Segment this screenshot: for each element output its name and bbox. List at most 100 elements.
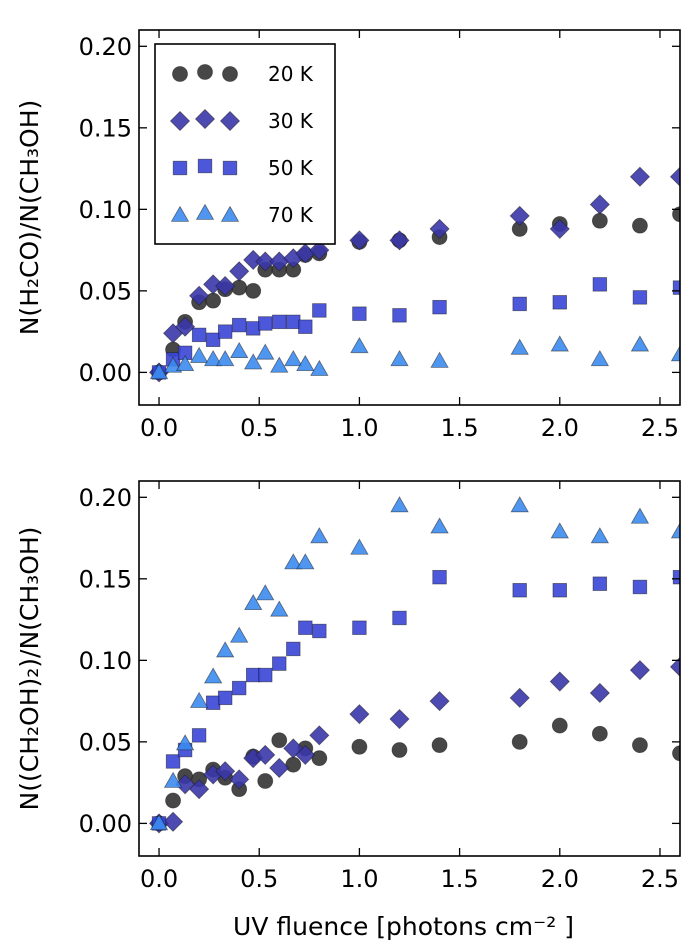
legend-label-30-k: 30 K bbox=[268, 109, 314, 133]
top-point-30-k-17 bbox=[549, 218, 570, 239]
top-point-70-k-5 bbox=[215, 350, 235, 367]
bottom-point-30-k-14 bbox=[389, 708, 410, 730]
bottom-x-tick-label-5: 2.5 bbox=[641, 865, 679, 893]
bottom-point-70-k-9 bbox=[270, 600, 289, 617]
bottom-point-30-k-19 bbox=[629, 660, 650, 681]
bottom-point-30-k-16 bbox=[509, 687, 530, 708]
bottom-point-50-k-16 bbox=[512, 583, 527, 598]
bottom-point-50-k-4 bbox=[205, 695, 221, 710]
top-series-70-k bbox=[149, 335, 680, 380]
legend-entry-50-k: 50 K bbox=[172, 156, 314, 180]
bottom-point-50-k-1 bbox=[165, 754, 181, 769]
top-point-50-k-15 bbox=[432, 299, 447, 315]
top-point-20-k-6 bbox=[231, 279, 248, 296]
top-point-30-k-19 bbox=[629, 166, 650, 187]
top-point-50-k-19 bbox=[632, 290, 648, 305]
top-series-50-k bbox=[151, 277, 680, 380]
top-point-50-k-9 bbox=[272, 314, 287, 330]
legend-entry-30-k: 30 K bbox=[169, 108, 314, 133]
top-point-70-k-19 bbox=[630, 335, 650, 352]
bottom-point-30-k-12 bbox=[309, 725, 330, 746]
bottom-y-tick-label-0: 0.00 bbox=[79, 810, 132, 838]
bottom-point-50-k-18 bbox=[592, 576, 608, 591]
top-x-tick-label-1: 0.5 bbox=[240, 414, 278, 442]
bottom-point-30-k-11 bbox=[295, 744, 316, 765]
bottom-y-tick-label-3: 0.15 bbox=[79, 565, 132, 593]
bottom-point-20-k-15 bbox=[431, 737, 448, 754]
legend-marker-20-k-2 bbox=[222, 66, 238, 82]
bottom-point-70-k-2 bbox=[175, 734, 195, 751]
top-point-50-k-17 bbox=[552, 295, 567, 310]
top-y-tick-label-2: 0.10 bbox=[79, 196, 132, 224]
top-point-70-k-16 bbox=[510, 338, 529, 355]
bottom-point-20-k-16 bbox=[511, 733, 528, 750]
legend-marker-70-k-2 bbox=[220, 205, 240, 222]
top-point-20-k-18 bbox=[591, 212, 608, 229]
top-point-30-k-18 bbox=[589, 194, 610, 215]
top-point-30-k-8 bbox=[255, 251, 276, 272]
bottom-point-30-k-20 bbox=[669, 656, 680, 677]
top-point-50-k-11 bbox=[298, 319, 313, 334]
bottom-point-50-k-20 bbox=[672, 569, 680, 585]
top-x-tick-label-5: 2.5 bbox=[641, 414, 679, 442]
top-point-50-k-10 bbox=[286, 314, 301, 330]
bottom-plot-frame bbox=[138, 480, 681, 857]
top-point-50-k-4 bbox=[205, 332, 221, 347]
legend-marker-50-k-1 bbox=[197, 158, 213, 174]
bottom-point-70-k-6 bbox=[229, 626, 249, 643]
bottom-point-20-k-12 bbox=[311, 750, 328, 767]
bottom-point-50-k-5 bbox=[217, 690, 233, 706]
bottom-y-tick-label-4: 0.20 bbox=[79, 484, 132, 512]
bottom-point-70-k-20 bbox=[670, 522, 680, 539]
top-x-tick-label-3: 1.5 bbox=[441, 414, 479, 442]
bottom-x-tick-label-0: 0.0 bbox=[140, 865, 178, 893]
top-x-tick-label-2: 1.0 bbox=[340, 414, 378, 442]
top-point-70-k-2 bbox=[175, 354, 195, 372]
top-point-50-k-13 bbox=[352, 306, 367, 321]
top-point-70-k-10 bbox=[284, 350, 303, 367]
bottom-point-70-k-11 bbox=[296, 553, 315, 570]
bottom-ticks: 0.0 0.5 1.0 1.5 2.0 2.5 0.00 0.05 0.10 0.15 0.20 bbox=[79, 481, 680, 893]
bottom-point-30-k-15 bbox=[429, 691, 450, 712]
top-series-30-k bbox=[148, 166, 680, 383]
bottom-point-30-k-8 bbox=[255, 744, 276, 765]
top-point-50-k-12 bbox=[312, 303, 327, 318]
top-point-20-k-7 bbox=[245, 282, 262, 299]
bottom-point-20-k-19 bbox=[632, 737, 648, 754]
top-point-70-k-15 bbox=[430, 351, 449, 368]
bottom-x-tick-label-4: 2.0 bbox=[541, 865, 579, 893]
bottom-x-axis-label: UV fluence [photons cm⁻² ] bbox=[233, 912, 574, 941]
bottom-point-20-k-14 bbox=[391, 742, 408, 758]
top-y-tick-label-4: 0.20 bbox=[79, 33, 132, 61]
legend-label-50-k: 50 K bbox=[268, 156, 314, 180]
top-point-50-k-3 bbox=[191, 327, 207, 343]
top-point-50-k-16 bbox=[512, 296, 527, 312]
bottom-point-20-k-9 bbox=[271, 732, 288, 749]
top-point-20-k-19 bbox=[632, 217, 648, 234]
top-y-tick-label-3: 0.15 bbox=[79, 114, 132, 142]
legend-label-70-k: 70 K bbox=[268, 203, 314, 227]
bottom-point-70-k-12 bbox=[310, 527, 329, 544]
bottom-point-50-k-13 bbox=[352, 620, 367, 635]
top-point-70-k-11 bbox=[296, 354, 315, 372]
bottom-point-70-k-10 bbox=[284, 553, 303, 570]
bottom-point-20-k-10 bbox=[285, 756, 302, 773]
top-point-30-k-3 bbox=[189, 285, 210, 306]
top-point-50-k-14 bbox=[392, 308, 407, 323]
bottom-point-20-k-8 bbox=[257, 773, 274, 789]
top-point-50-k-18 bbox=[592, 277, 608, 292]
top-y-axis-label: N(H₂CO)/N(CH₃OH) bbox=[15, 100, 44, 336]
bottom-point-70-k-19 bbox=[630, 507, 650, 524]
top-point-50-k-5 bbox=[217, 324, 233, 339]
bottom-x-tick-label-2: 1.0 bbox=[340, 865, 378, 893]
bottom-point-70-k-7 bbox=[244, 593, 263, 611]
bottom-point-70-k-13 bbox=[350, 538, 369, 555]
bottom-x-tick-label-3: 1.5 bbox=[441, 865, 479, 893]
bottom-point-70-k-0 bbox=[149, 814, 169, 831]
top-point-70-k-1 bbox=[163, 356, 183, 373]
legend-marker-30-k-2 bbox=[219, 110, 241, 132]
bottom-point-30-k-6 bbox=[229, 769, 250, 790]
top-panel: 0.0 0.5 1.0 1.5 2.0 2.5 0.00 0.05 0.10 0.15 0.20 N… bbox=[15, 29, 681, 442]
top-point-30-k-5 bbox=[215, 275, 236, 297]
